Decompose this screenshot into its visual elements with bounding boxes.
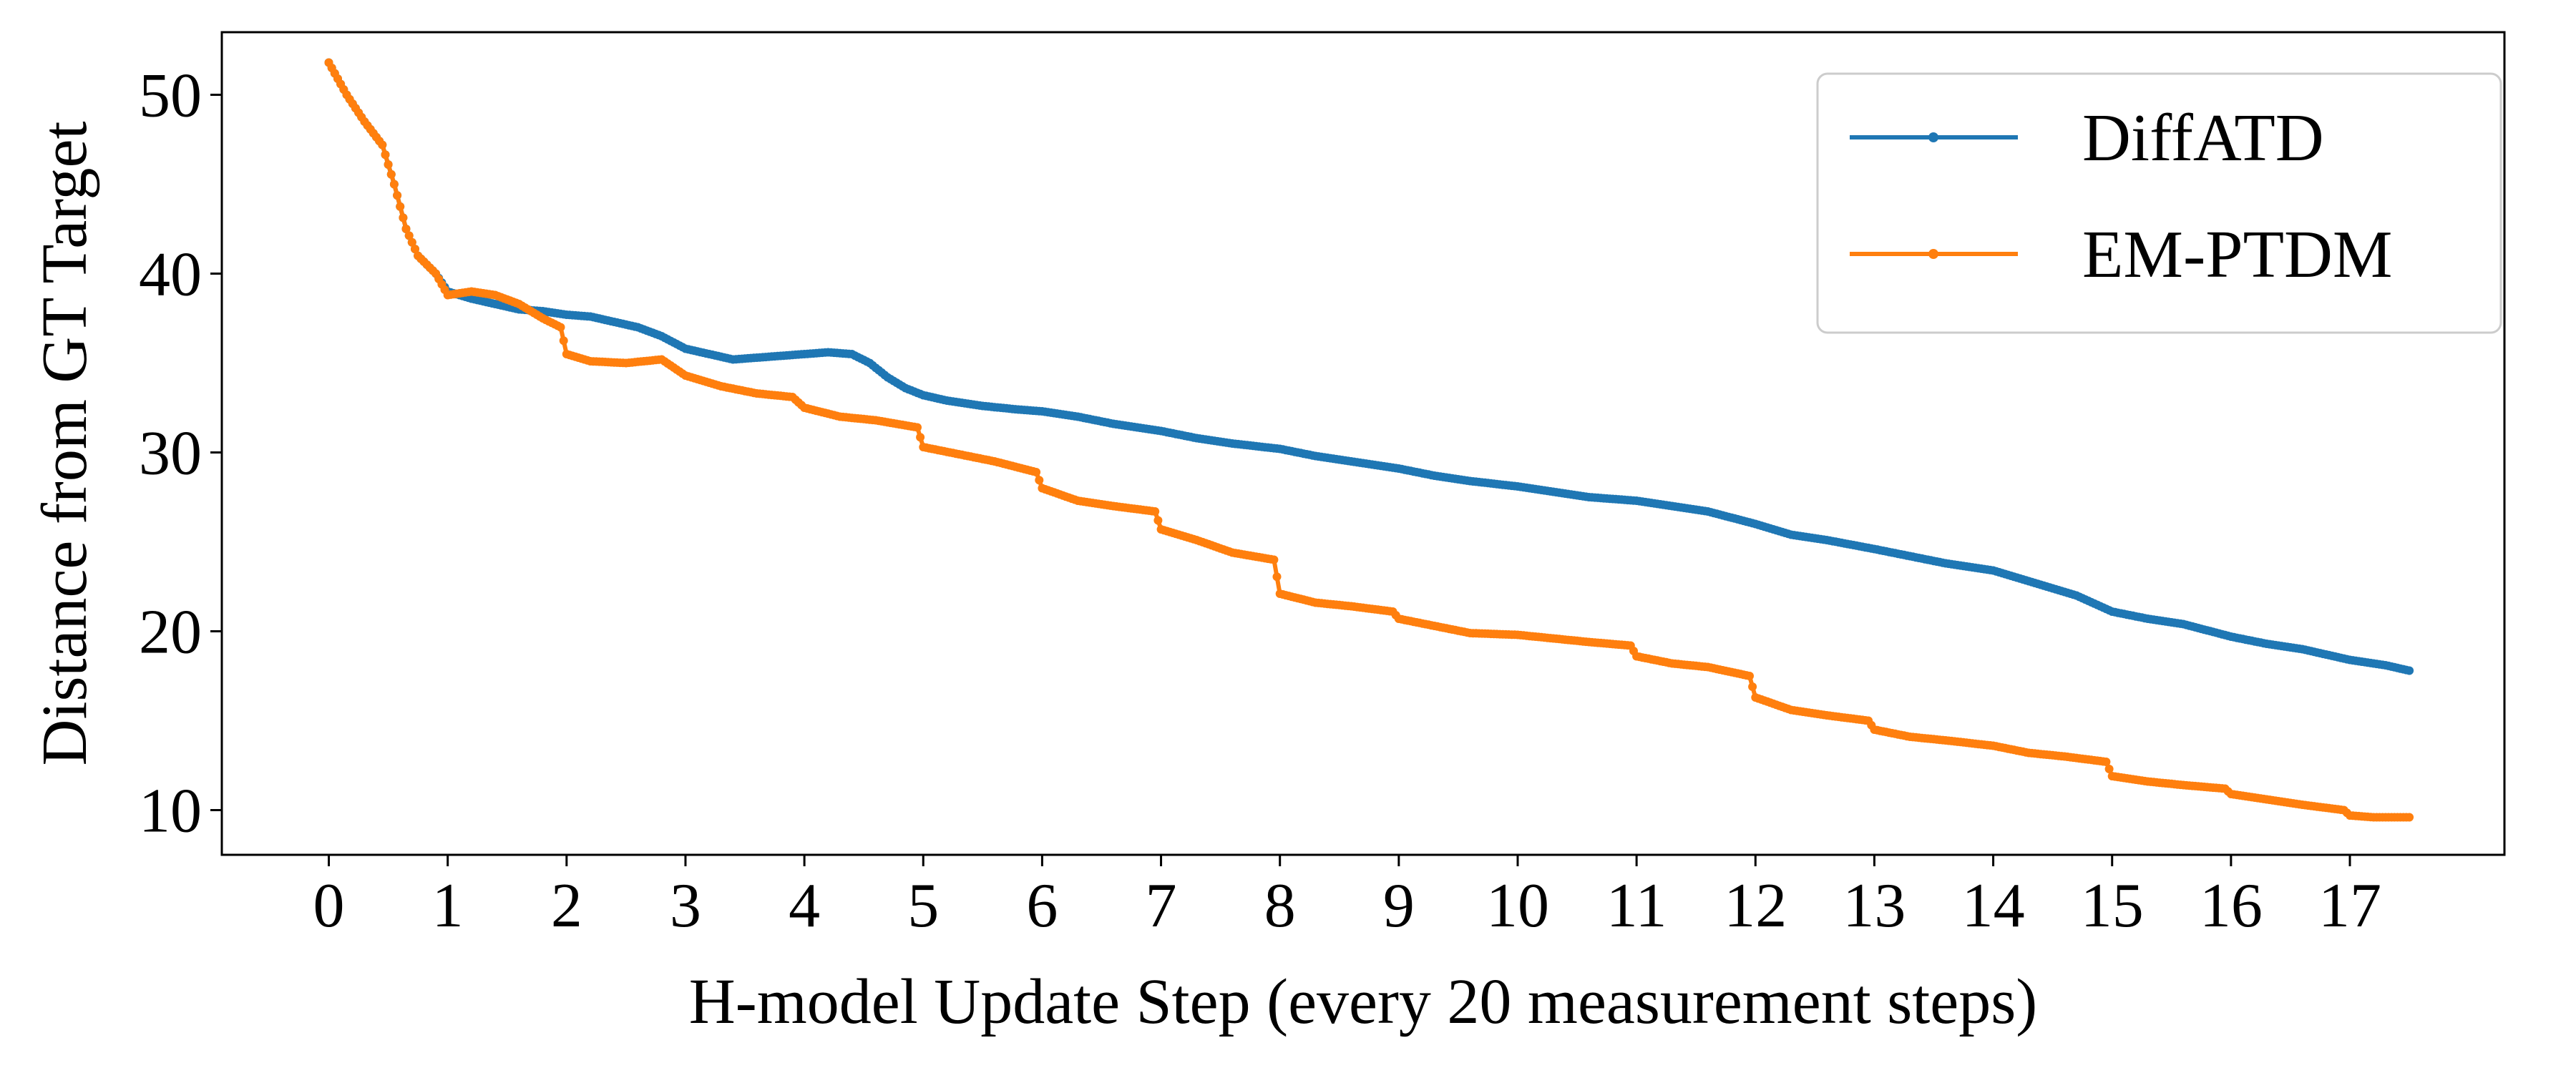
data-point <box>1745 672 1754 680</box>
x-tick-label: 4 <box>789 871 820 941</box>
x-tick-label: 12 <box>1724 871 1787 941</box>
data-point <box>916 433 925 442</box>
data-point <box>1035 476 1044 485</box>
x-tick-label: 0 <box>313 871 345 941</box>
y-tick-label: 30 <box>139 419 202 489</box>
data-point <box>396 202 405 211</box>
x-tick-label: 5 <box>907 871 939 941</box>
legend-label-diffatd: DiffATD <box>2082 101 2324 175</box>
data-point <box>401 225 411 233</box>
data-point <box>393 191 402 200</box>
data-point <box>1272 572 1282 582</box>
x-tick-label: 3 <box>670 871 701 941</box>
data-point <box>1151 507 1160 516</box>
data-point <box>399 213 408 222</box>
x-tick-label: 9 <box>1383 871 1415 941</box>
series-markers-em-ptdm <box>324 58 2414 822</box>
data-point <box>1153 516 1163 525</box>
data-point <box>2405 666 2414 675</box>
x-tick-label: 14 <box>1962 871 2025 941</box>
data-point <box>913 423 922 432</box>
data-point <box>381 150 390 160</box>
x-tick-label: 7 <box>1146 871 1177 941</box>
data-point <box>556 323 565 332</box>
data-point <box>1748 682 1757 691</box>
legend: DiffATD EM-PTDM <box>1816 72 2502 334</box>
x-tick-label: 10 <box>1486 871 1549 941</box>
x-tick-label: 8 <box>1264 871 1296 941</box>
data-point <box>2102 758 2111 766</box>
legend-label-em-ptdm: EM-PTDM <box>2082 217 2392 292</box>
data-point <box>404 231 414 240</box>
y-tick-label: 20 <box>139 598 202 667</box>
x-tick-label: 15 <box>2081 871 2144 941</box>
x-axis-ticks: 0 1 2 3 4 5 6 7 8 9 10 11 12 13 14 15 16 17 <box>313 855 2381 941</box>
data-point <box>384 160 393 169</box>
x-axis-label: H-model Update Step (every 20 measuremen… <box>689 966 2037 1037</box>
data-point <box>411 245 419 254</box>
data-point <box>407 237 416 247</box>
y-tick-label: 40 <box>139 240 202 310</box>
data-point <box>1032 468 1041 476</box>
series-layer <box>324 58 2414 822</box>
y-axis-label: Distance from GT Target <box>29 122 100 766</box>
data-point <box>559 336 568 346</box>
y-tick-label: 10 <box>139 777 202 846</box>
y-axis-ticks: 10 20 30 40 50 <box>139 62 222 846</box>
data-point <box>2104 765 2114 773</box>
data-point <box>378 140 387 150</box>
data-point <box>389 180 399 189</box>
x-tick-label: 11 <box>1606 871 1667 941</box>
x-tick-label: 1 <box>432 871 464 941</box>
data-point <box>386 170 396 179</box>
x-tick-label: 2 <box>551 871 582 941</box>
x-tick-label: 13 <box>1843 871 1906 941</box>
x-tick-label: 6 <box>1026 871 1058 941</box>
x-tick-label: 17 <box>2318 871 2381 941</box>
data-point <box>1269 555 1279 564</box>
data-point <box>2405 813 2414 822</box>
x-tick-label: 16 <box>2200 871 2263 941</box>
y-tick-label: 50 <box>139 62 202 131</box>
legend-marker-em-ptdm <box>1928 249 1938 259</box>
plot-frame <box>220 31 2506 856</box>
legend-marker-diffatd <box>1928 132 1938 142</box>
